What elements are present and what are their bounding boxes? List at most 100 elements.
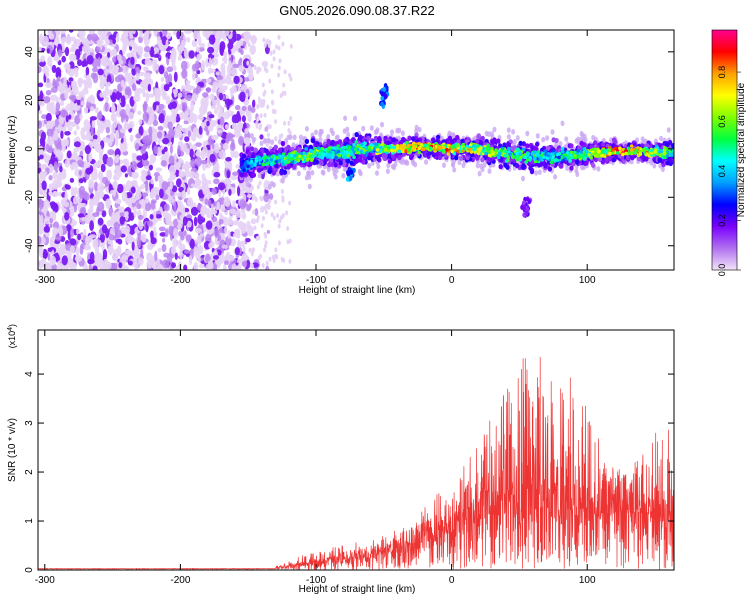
spectrogram-noise-cell xyxy=(40,257,47,268)
spectrogram-cell xyxy=(271,182,276,188)
spectrogram-noise-cell xyxy=(177,92,183,98)
spectrogram-noise-cell xyxy=(211,57,219,66)
spectrogram-noise-cell xyxy=(211,86,217,93)
spectrogram-noise-cell xyxy=(158,226,166,232)
spectrogram-noise-cell xyxy=(220,62,226,72)
spectrogram-noise-cell xyxy=(145,92,149,103)
spectrogram-noise-cell xyxy=(168,155,175,166)
spectrogram-noise-cell xyxy=(250,218,257,225)
spectrogram-noise-cell xyxy=(124,211,129,221)
spectrogram-cell xyxy=(333,174,338,180)
spectrogram-noise-cell xyxy=(41,138,46,148)
spectrogram-noise-cell xyxy=(186,187,191,196)
spectrogram-cell xyxy=(520,164,526,170)
spectrogram-noise-cell xyxy=(176,178,182,188)
spectrogram-noise-cell xyxy=(192,63,199,72)
spectrogram-noise-cell xyxy=(129,212,135,221)
spectrogram-noise-cell xyxy=(209,93,215,102)
spectrogram-noise-cell xyxy=(149,153,157,164)
spectrogram-noise-cell xyxy=(57,49,63,58)
spectrogram-noise-cell xyxy=(88,262,93,270)
spectrogram-noise-cell xyxy=(111,112,117,122)
spectrogram-noise-cell xyxy=(112,181,118,189)
spectrogram-noise-cell xyxy=(265,260,269,266)
spectrogram-noise-cell xyxy=(70,186,75,197)
spectrogram-noise-cell xyxy=(85,162,91,169)
spectrogram-noise-cell xyxy=(171,262,176,269)
spectrogram-noise-cell xyxy=(109,233,115,241)
spectrogram-noise-cell xyxy=(133,43,139,53)
spectrogram-noise-cell xyxy=(118,59,124,65)
spectrogram-noise-cell xyxy=(159,188,164,199)
spectrogram-noise-cell xyxy=(119,212,125,217)
spectrogram-noise-cell xyxy=(223,55,228,65)
spectrogram-noise-cell xyxy=(238,65,245,70)
spectrogram-noise-cell xyxy=(227,133,236,139)
spectrogram-noise-cell xyxy=(67,126,73,132)
spectrogram-noise-cell xyxy=(288,200,292,206)
spectrogram-noise-cell xyxy=(180,60,188,71)
spectrogram-noise-cell xyxy=(248,116,252,122)
spectrogram-cell xyxy=(385,168,390,175)
spectrogram-noise-cell xyxy=(271,100,275,106)
spectrogram-noise-cell xyxy=(241,84,247,91)
spectrogram-noise-cell xyxy=(260,100,264,106)
spectrogram-noise-cell xyxy=(38,46,42,52)
spectrogram-noise-cell xyxy=(233,151,239,159)
spectrogram-noise-cell xyxy=(119,128,126,134)
spectrogram-noise-cell xyxy=(117,74,124,79)
spectrogram-noise-cell xyxy=(48,183,56,191)
spectrogram-noise-cell xyxy=(145,180,149,192)
spectrogram-noise-cell xyxy=(130,186,136,194)
spectrogram-noise-cell xyxy=(196,53,201,62)
spectrogram-noise-cell xyxy=(283,120,287,126)
spectrogram-noise-cell xyxy=(287,120,291,126)
spectrogram-noise-cell xyxy=(188,85,196,90)
spectrogram-noise-cell xyxy=(145,175,152,181)
spectrogram-noise-cell xyxy=(59,249,63,259)
spectrogram-noise-cell xyxy=(247,187,251,193)
spectrogram-noise-cell xyxy=(154,175,159,182)
spectrogram-noise-cell xyxy=(108,60,113,67)
spectrogram-noise-cell xyxy=(100,163,106,173)
spectrogram-noise-cell xyxy=(196,148,201,158)
spectrogram-cell xyxy=(580,164,584,171)
spectrogram-noise-cell xyxy=(281,41,285,47)
spectrogram-noise-cell xyxy=(211,216,218,223)
spectrogram-cell xyxy=(479,163,484,169)
spectrogram-cell xyxy=(521,175,525,182)
spectrogram-noise-cell xyxy=(181,88,186,95)
spectrogram-noise-cell xyxy=(269,50,273,56)
spectrogram-noise-cell xyxy=(212,99,220,106)
spectrogram-noise-cell xyxy=(252,99,256,108)
spectrogram-noise-cell xyxy=(59,165,63,173)
spectrogram-noise-cell xyxy=(110,218,115,224)
spectrogram-noise-cell xyxy=(51,64,57,74)
spectrogram-noise-cell xyxy=(102,176,108,185)
spectrogram-noise-cell xyxy=(52,191,58,196)
spectrogram-noise-cell xyxy=(60,139,68,147)
spectrogram-noise-cell xyxy=(278,134,282,140)
spectrogram-noise-cell xyxy=(124,249,132,255)
spectrogram-cell xyxy=(404,159,409,165)
spectrogram-noise-cell xyxy=(270,89,274,95)
spectrogram-cell xyxy=(304,126,309,132)
spectrogram-noise-cell xyxy=(85,264,88,270)
spectrogram-noise-cell xyxy=(99,92,104,98)
spectrogram-noise-cell xyxy=(264,240,268,246)
spectrogram-noise-cell xyxy=(95,52,103,60)
spectrogram-noise-cell xyxy=(143,52,150,58)
spectrogram-noise-cell xyxy=(214,227,219,238)
spectrogram-noise-cell xyxy=(116,32,120,43)
spectrogram-noise-cell xyxy=(73,186,78,196)
spectrogram-noise-cell xyxy=(174,252,178,260)
spectrogram-noise-cell xyxy=(118,262,123,269)
spectrogram-noise-cell xyxy=(38,109,43,115)
spectrogram-noise-cell xyxy=(97,30,102,36)
spectrogram-cell xyxy=(417,126,422,133)
spectrogram-noise-cell xyxy=(93,162,101,168)
spectrogram-noise-cell xyxy=(144,201,152,212)
spectrogram-noise-cell xyxy=(230,67,238,77)
spectrogram-noise-cell xyxy=(45,112,52,122)
spectrogram-noise-cell xyxy=(173,153,177,164)
